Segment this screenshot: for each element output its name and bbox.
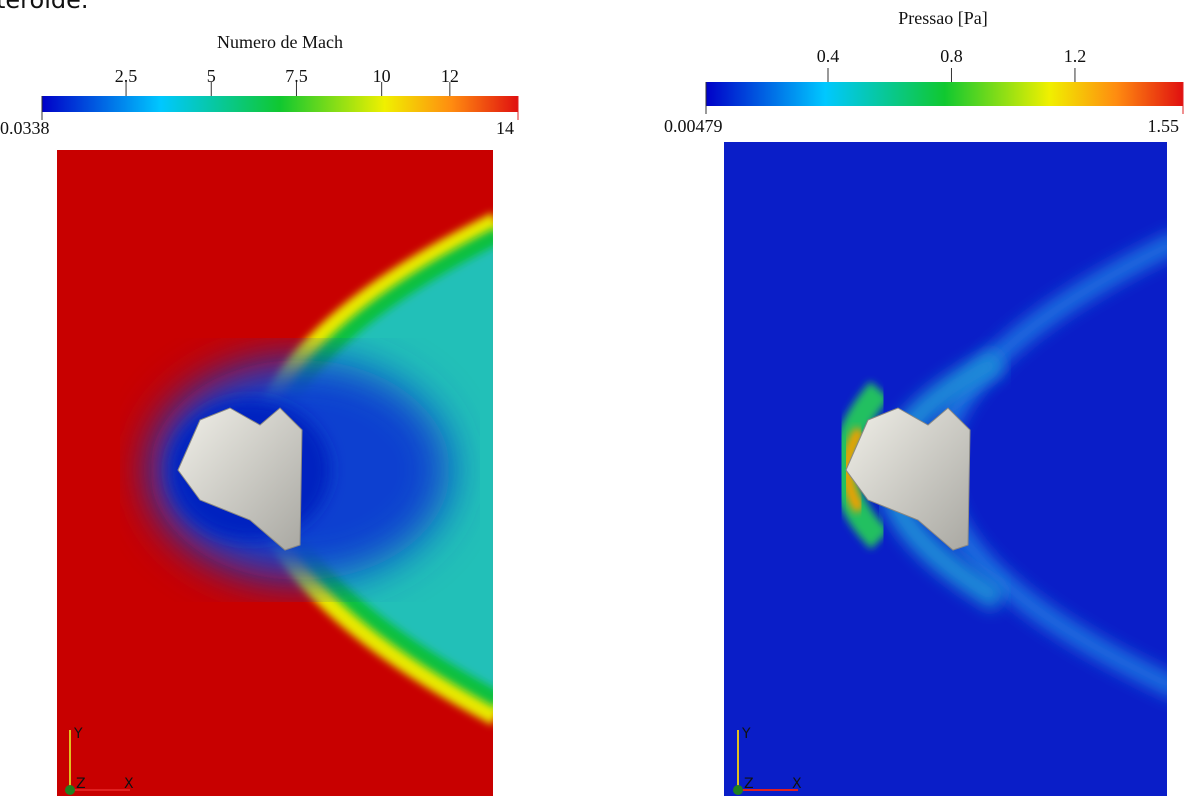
colorbar-tick-label: 0.8 (940, 46, 963, 66)
colorbar (706, 82, 1183, 106)
colorbar-tick-label: 2.5 (115, 66, 138, 86)
range-max-label: 14 (496, 118, 514, 138)
colorbar-tick-label: 1.2 (1064, 46, 1087, 66)
colorbar-title: Pressao [Pa] (898, 8, 987, 28)
page: teroide. Numero de Mach 2.5 5 7.5 10 12 0.0338… (0, 0, 1187, 796)
range-max-label: 1.55 (1148, 116, 1180, 136)
axis-label-z: Z (744, 776, 754, 792)
axis-z (65, 785, 75, 795)
figure: teroide. Numero de Mach 2.5 5 7.5 10 12 0.0338… (0, 0, 1187, 796)
pressure-field (724, 142, 1180, 796)
colorbar-tick-label: 7.5 (285, 66, 308, 86)
axis-label-x: X (124, 776, 134, 792)
axis-label-x: X (792, 776, 802, 792)
axis-z (733, 785, 743, 795)
colorbar-tick-label: 10 (373, 66, 391, 86)
colorbar-tick-label: 5 (207, 66, 216, 86)
colorbar-title: Numero de Mach (217, 32, 343, 52)
mach-field (57, 150, 500, 796)
colorbar-tick-label: 0.4 (817, 46, 840, 66)
colorbar (42, 96, 518, 112)
axis-label-y: Y (741, 726, 751, 742)
axis-label-z: Z (76, 776, 86, 792)
range-min-label: 0.0338 (0, 118, 50, 138)
range-min-label: 0.00479 (664, 116, 723, 136)
caption: teroide. (0, 0, 89, 14)
colorbar-tick-label: 12 (441, 66, 459, 86)
axis-label-y: Y (73, 726, 83, 742)
